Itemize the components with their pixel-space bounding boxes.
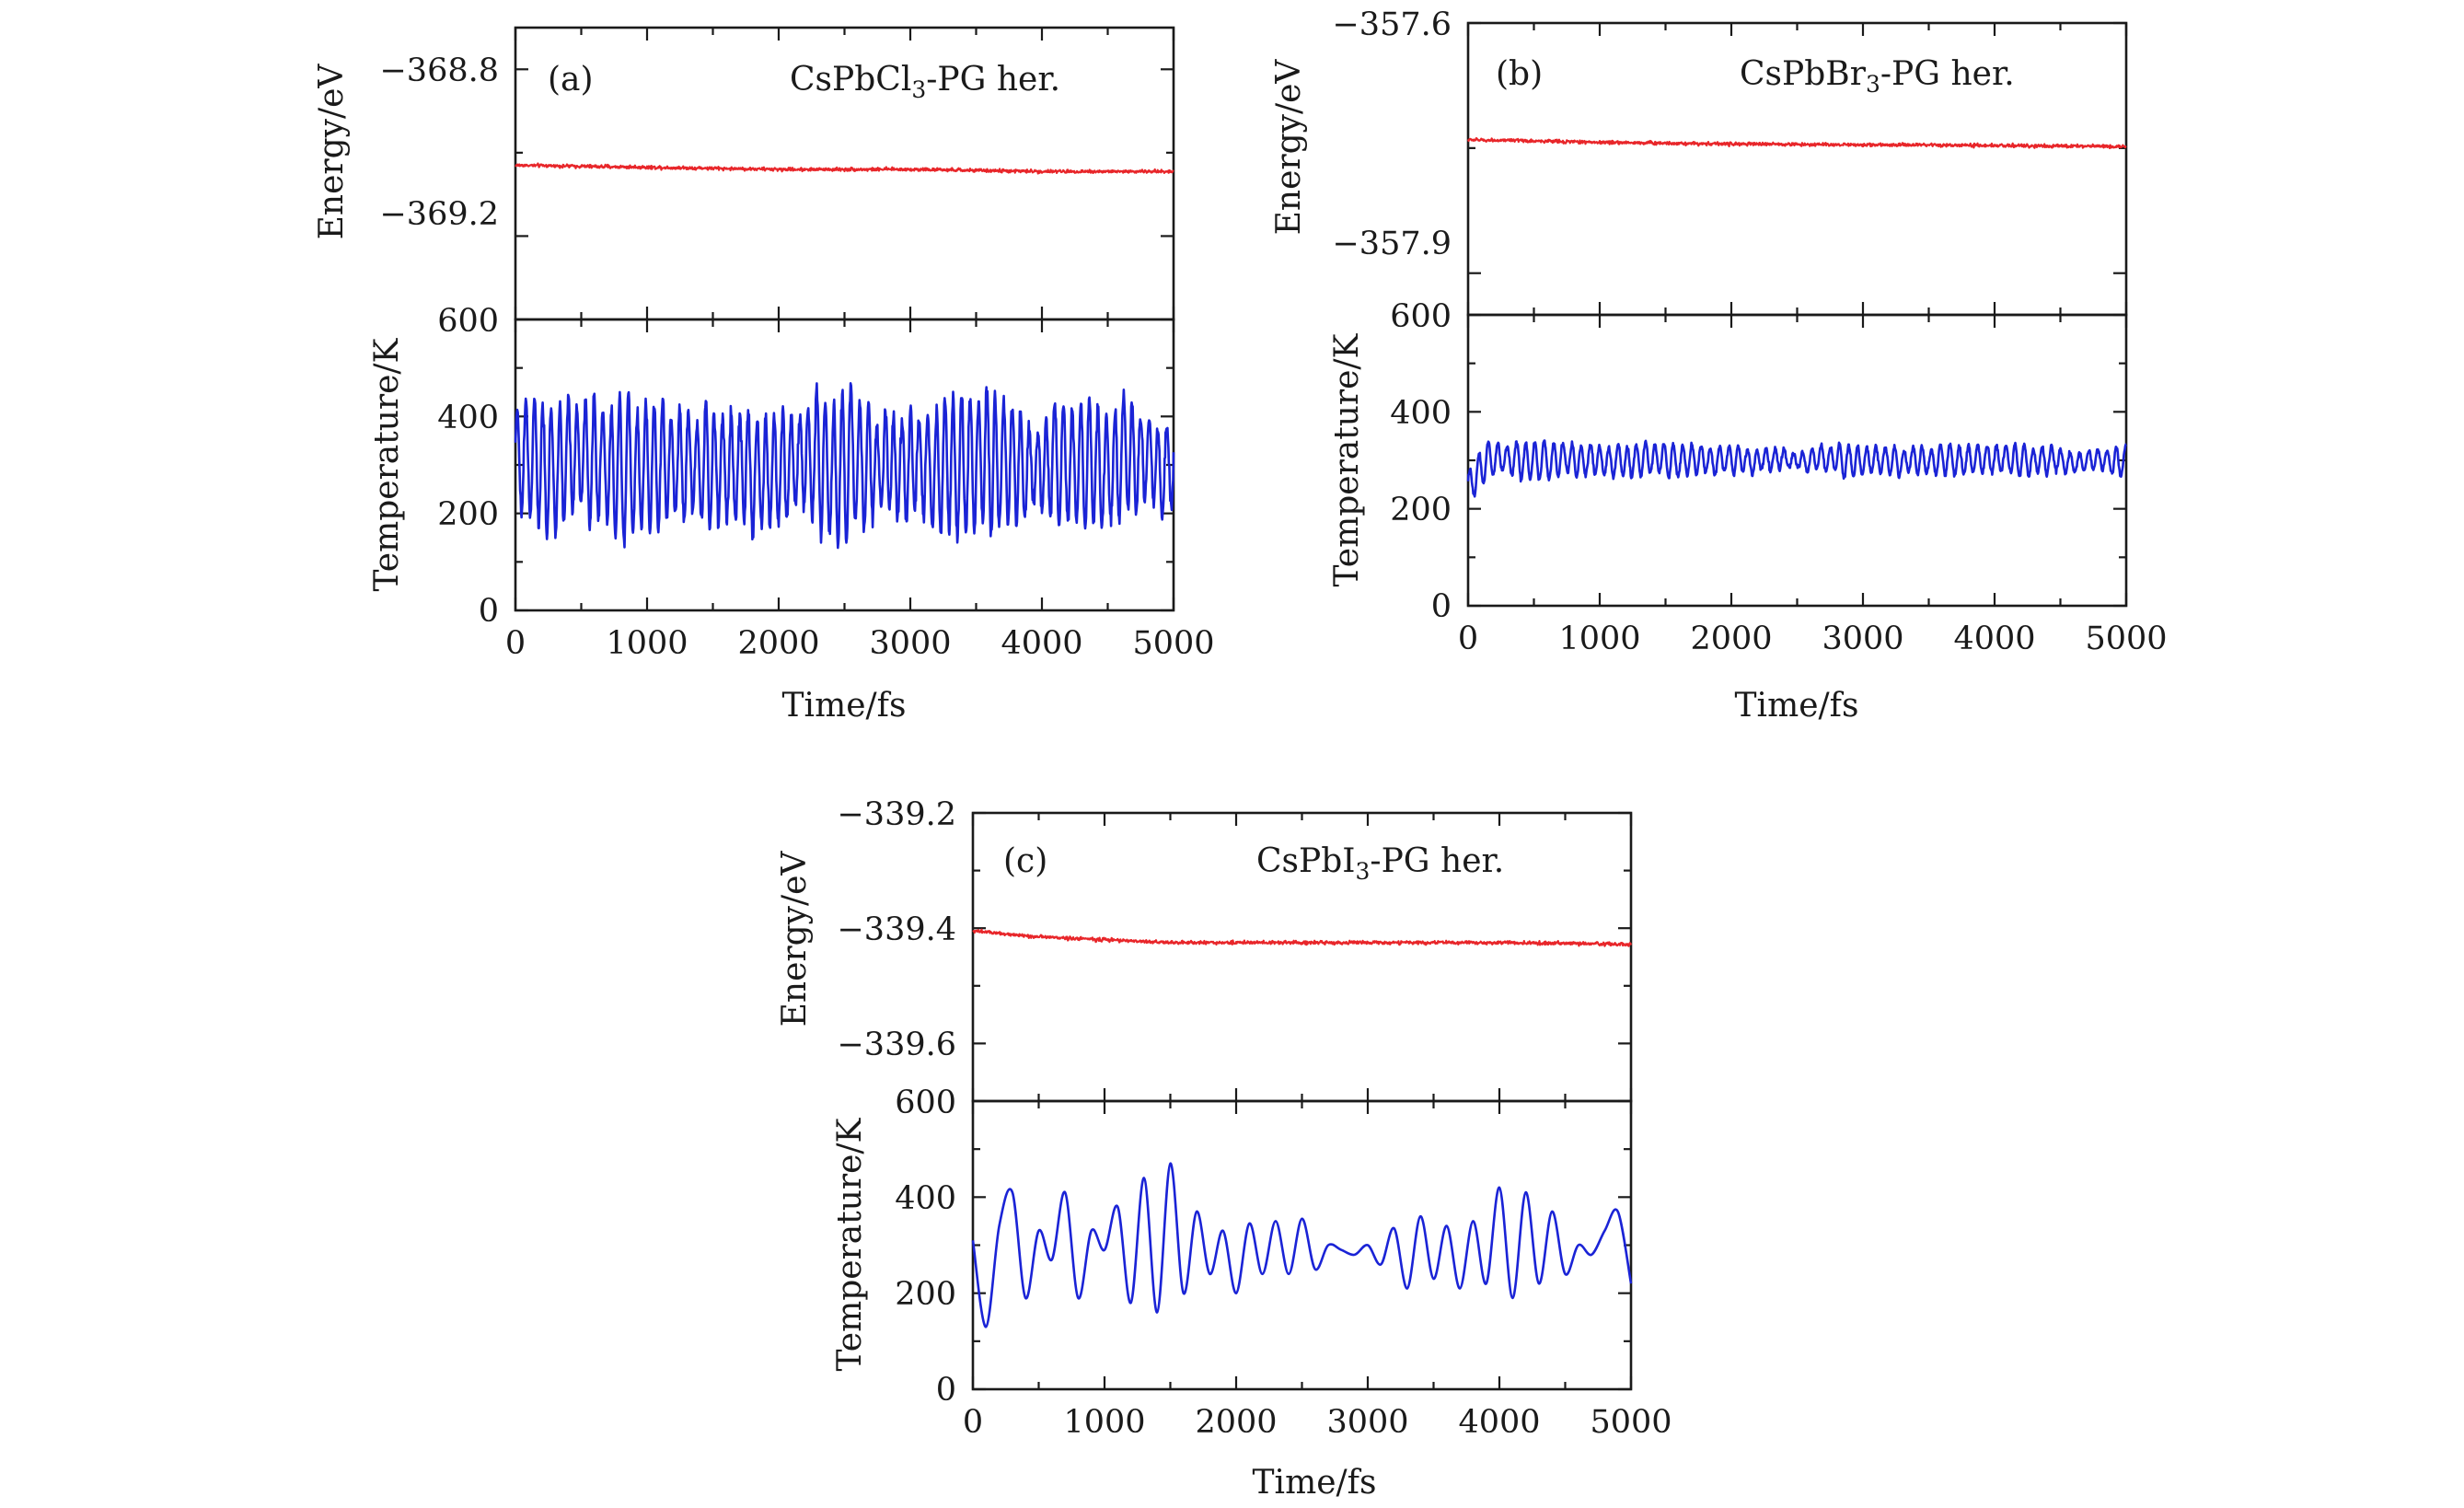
panel-c-temp-tick-label-600: 600 xyxy=(895,1085,956,1121)
panel-a-temperature-ticks xyxy=(514,318,1175,612)
panel-c-temperature-ticks xyxy=(971,1099,1633,1391)
panel-c-energy-tick-label-1: −339.2 xyxy=(837,796,956,833)
panel-c-temp-tick-label-0: 0 xyxy=(936,1372,956,1409)
panel-a-energy-tick-label-2: −369.2 xyxy=(379,196,499,233)
panel-a-energy-tick-label-1: −368.8 xyxy=(379,52,499,89)
panel-c-x-tick-label-4000: 4000 xyxy=(1458,1404,1540,1441)
panel-a: −368.8 −369.2 0 200 400 600 0 1000 2000 … xyxy=(313,26,1215,725)
panel-b-title: CsPbBr3-PG her. xyxy=(1740,55,2015,98)
panel-a-temp-tick-label-200: 200 xyxy=(437,496,499,533)
panel-c-energy-axis-label: Energy/eV xyxy=(776,851,814,1027)
panel-b-x-tick-label-4000: 4000 xyxy=(1953,621,2035,657)
panel-b-temp-tick-label-400: 400 xyxy=(1390,395,1452,432)
panel-c-x-tick-label-3000: 3000 xyxy=(1326,1404,1408,1441)
panel-c-temp-tick-label-400: 400 xyxy=(895,1180,956,1217)
panel-b-temp-tick-label-600: 600 xyxy=(1390,298,1452,335)
panel-b-temperature-ticks xyxy=(1466,313,2128,608)
panel-c-temperature-series-line xyxy=(971,1162,1633,1328)
panel-c-x-tick-label-2000: 2000 xyxy=(1195,1404,1277,1441)
panel-b-x-tick-label-5000: 5000 xyxy=(2085,621,2167,657)
panel-a-temp-tick-label-600: 600 xyxy=(437,303,499,340)
panel-c-title: CsPbI3-PG her. xyxy=(1256,842,1504,885)
panel-b-x-tick-label-3000: 3000 xyxy=(1822,621,1903,657)
panel-b-temperature-axis-label: Temperature/K xyxy=(1328,332,1366,586)
panel-a-x-tick-label-1000: 1000 xyxy=(606,625,688,662)
panel-a-temp-tick-label-400: 400 xyxy=(437,400,499,436)
panel-c-temperature-axis-label: Temperature/K xyxy=(831,1117,869,1371)
panel-c-energy-ticks xyxy=(971,811,1633,1101)
panel-b-temperature-series-line xyxy=(1466,439,2127,498)
panel-b-temp-tick-label-0: 0 xyxy=(1431,588,1452,625)
panel-b-energy-tick-label-1: −357.6 xyxy=(1332,6,1452,43)
panel-c-energy-tick-label-3: −339.6 xyxy=(837,1027,956,1063)
panel-a-x-tick-label-2000: 2000 xyxy=(737,625,819,662)
panel-b-x-tick-label-1000: 1000 xyxy=(1558,621,1640,657)
panel-c-energy-series-line xyxy=(972,928,1633,947)
panel-c-energy-tick-label-2: −339.4 xyxy=(837,911,956,948)
panel-b-energy-axis-label: Energy/eV xyxy=(1270,59,1308,236)
panel-a-energy-axis-label: Energy/eV xyxy=(313,64,351,240)
panel-c-temp-tick-label-200: 200 xyxy=(895,1276,956,1313)
panel-c-x-axis-label: Time/fs xyxy=(1253,1464,1377,1502)
panel-c-x-tick-label-0: 0 xyxy=(963,1404,983,1441)
panel-a-x-axis-label: Time/fs xyxy=(782,687,907,725)
panel-a-x-tick-label-3000: 3000 xyxy=(869,625,951,662)
panel-a-label: (a) xyxy=(548,61,594,99)
panel-b-energy-ticks xyxy=(1466,21,2128,315)
panel-c-x-tick-label-1000: 1000 xyxy=(1063,1404,1145,1441)
panel-a-temp-tick-label-0: 0 xyxy=(479,593,499,630)
panel-b-x-axis-label: Time/fs xyxy=(1735,687,1859,725)
panel-a-temperature-axis-label: Temperature/K xyxy=(368,337,406,591)
panel-a-x-tick-label-5000: 5000 xyxy=(1132,625,1214,662)
panel-c-label: (c) xyxy=(1003,842,1047,880)
panel-a-energy-ticks xyxy=(514,28,1175,319)
panel-b-x-tick-label-2000: 2000 xyxy=(1690,621,1772,657)
panel-b-energy-series-line xyxy=(1466,137,2127,150)
panel-b: −357.6 −357.9 0 200 400 600 0 1000 2000 … xyxy=(1270,6,2168,725)
panel-c: −339.2 −339.4 −339.6 0 200 400 600 0 100… xyxy=(776,796,1672,1502)
panel-b-temp-tick-label-200: 200 xyxy=(1390,492,1452,528)
panel-a-x-tick-label-4000: 4000 xyxy=(1001,625,1082,662)
panel-a-energy-series-line xyxy=(515,162,1174,175)
panel-b-label: (b) xyxy=(1496,55,1543,93)
panel-c-x-tick-label-5000: 5000 xyxy=(1590,1404,1672,1441)
panel-a-title: CsPbCl3-PG her. xyxy=(790,61,1060,103)
panel-b-x-tick-label-0: 0 xyxy=(1458,621,1478,657)
panel-a-temperature-series-line xyxy=(514,382,1175,550)
panel-a-x-tick-label-0: 0 xyxy=(505,625,526,662)
panel-b-energy-tick-label-2: −357.9 xyxy=(1332,226,1452,262)
